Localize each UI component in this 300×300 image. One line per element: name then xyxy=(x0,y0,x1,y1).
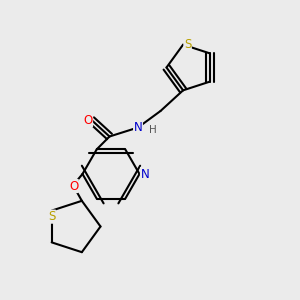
Text: H: H xyxy=(148,125,156,135)
Text: S: S xyxy=(48,210,55,223)
Text: S: S xyxy=(184,38,191,51)
Text: O: O xyxy=(83,113,92,127)
Text: N: N xyxy=(134,121,142,134)
Text: N: N xyxy=(140,167,149,181)
Text: O: O xyxy=(69,179,78,193)
